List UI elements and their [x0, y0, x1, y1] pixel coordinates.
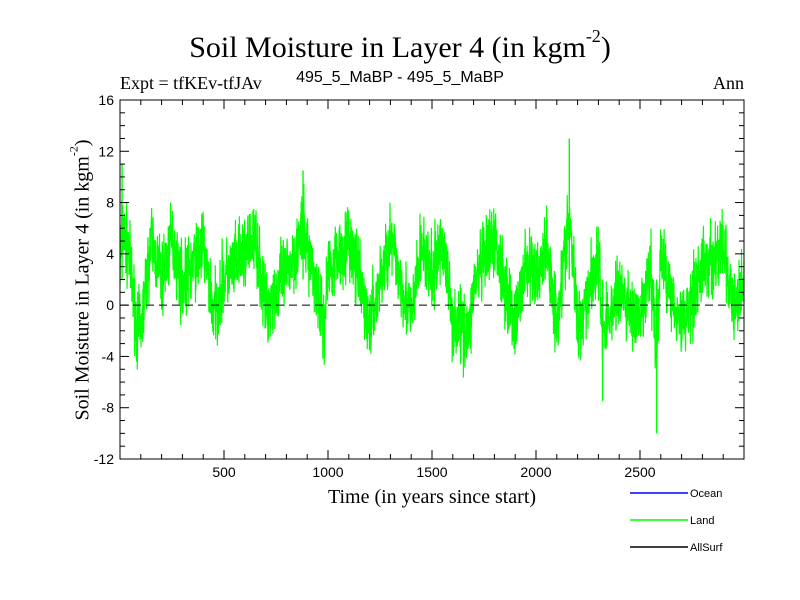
series-line-land: [119, 183, 745, 378]
x-axis-label: Time (in years since start): [327, 486, 537, 508]
period-label: Ann: [713, 73, 744, 93]
chart-title: Soil Moisture in Layer 4 (in kgm-2): [189, 26, 611, 64]
x-tick-label: 500: [212, 464, 236, 480]
x-tick-label: 2500: [624, 464, 655, 480]
y-tick-label: 12: [98, 143, 114, 159]
run-comparison-label: 495_5_MaBP - 495_5_MaBP: [296, 69, 504, 86]
x-tick-label: 1500: [416, 464, 447, 480]
y-tick-label: 16: [98, 92, 114, 108]
y-tick-label: -4: [102, 348, 115, 364]
legend-label-ocean: Ocean: [690, 488, 722, 500]
experiment-label: Expt = tfKEv-tfJAv: [120, 73, 262, 93]
legend: Ocean Land AllSurf: [630, 488, 723, 554]
legend-label-land: Land: [690, 515, 714, 527]
y-tick-label: 4: [106, 246, 114, 262]
y-tick-label: -12: [94, 451, 114, 467]
legend-label-allsurf: AllSurf: [690, 542, 723, 554]
y-tick-label: 0: [106, 297, 114, 313]
x-tick-label: 2000: [520, 464, 551, 480]
y-tick-label: 8: [106, 195, 114, 211]
y-tick-label: -8: [102, 400, 115, 416]
series-layer: [119, 138, 745, 434]
axes-layer: 500 1000 1500 2000 2500 -12 -8 -4 0 4 8 12 16: [94, 92, 745, 480]
x-tick-label: 1000: [312, 464, 343, 480]
